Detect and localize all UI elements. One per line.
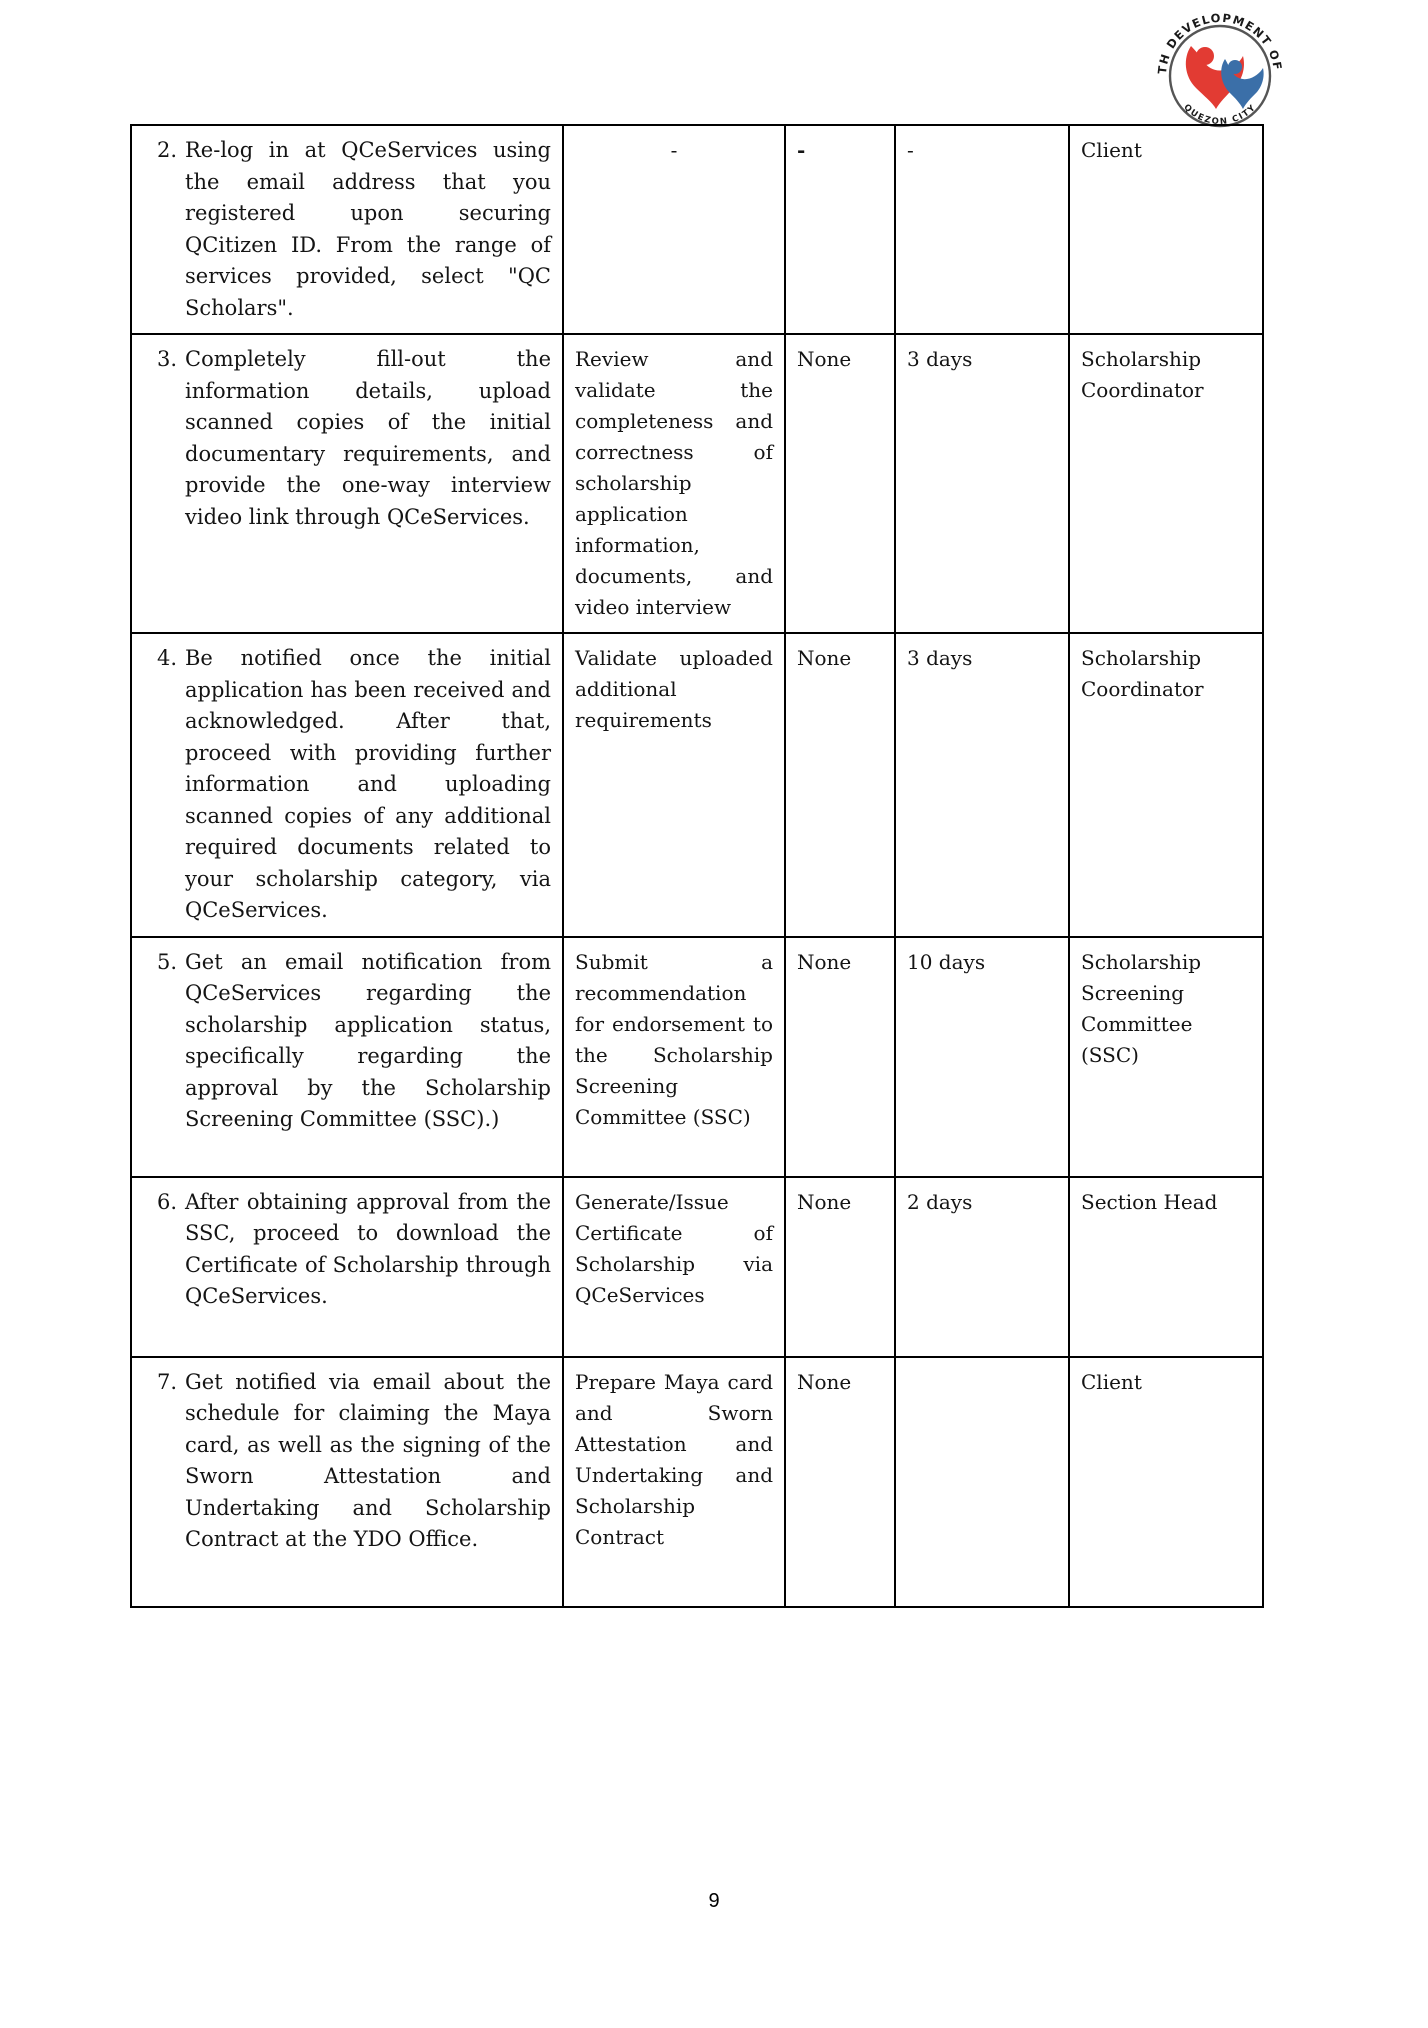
cell-fees: None: [784, 632, 896, 938]
step-number: 3.: [157, 347, 178, 371]
cell-processing-time: -: [894, 124, 1070, 335]
cell-person-responsible: Scholarship Coordinator: [1068, 632, 1264, 938]
processing-time-value: 3 days: [907, 347, 973, 371]
person-responsible-value: Section Head: [1081, 1189, 1218, 1214]
fees-value: None: [797, 646, 852, 670]
step-text: After obtaining approval from the SSC, p…: [185, 1189, 551, 1309]
cell-fees: None: [784, 1175, 896, 1358]
cell-fees: None: [784, 935, 896, 1178]
cell-person-responsible: Client: [1068, 1355, 1264, 1608]
cell-processing-time: 2 days: [894, 1175, 1070, 1358]
cell-client-step: 6. After obtaining approval from the SSC…: [130, 1175, 564, 1358]
fees-value: -: [797, 138, 806, 162]
cell-agency-action: Generate/Issue Certificate of Scholarshi…: [562, 1175, 786, 1358]
agency-action-text: Validate uploaded additional requirement…: [575, 646, 773, 732]
step-text: Completely fill-out the information deta…: [185, 347, 551, 529]
cell-agency-action: Review and validate the completeness and…: [562, 333, 786, 634]
step-text: Get an email notification from QCeServic…: [185, 949, 551, 1132]
cell-agency-action: Prepare Maya card and Sworn Attestation …: [562, 1355, 786, 1608]
cell-client-step: 7. Get notified via email about the sche…: [130, 1355, 564, 1608]
fees-value: None: [797, 1369, 852, 1394]
agency-action-text: Review and validate the completeness and…: [575, 347, 773, 619]
page-number: 9: [708, 1890, 720, 1912]
fees-value: None: [797, 949, 852, 974]
fees-value: None: [797, 347, 852, 371]
ydo-logo: YOUTH DEVELOPMENT OFFICE QUEZON CITY: [1150, 6, 1290, 146]
table-row: 2. Re-log in at QCeServices using the em…: [130, 124, 1264, 335]
agency-action-text: Generate/Issue Certificate of Scholarshi…: [575, 1189, 773, 1307]
step-text: Be notified once the initial application…: [185, 646, 551, 922]
table-row: 7. Get notified via email about the sche…: [130, 1355, 1264, 1608]
cell-processing-time: 10 days: [894, 935, 1070, 1178]
table-row: 6. After obtaining approval from the SSC…: [130, 1175, 1264, 1358]
step-text: Get notified via email about the schedul…: [185, 1369, 551, 1552]
agency-action-dash: -: [670, 138, 678, 162]
agency-action-text: Submit a recommendation for endorsement …: [575, 949, 773, 1129]
cell-person-responsible: Section Head: [1068, 1175, 1264, 1358]
processing-time-value: 3 days: [907, 646, 973, 670]
processing-time-value: 2 days: [907, 1189, 973, 1214]
step-number: 2.: [157, 138, 178, 162]
person-responsible-value: Scholarship Screening Committee (SSC): [1081, 949, 1202, 1067]
citizens-charter-table: 2. Re-log in at QCeServices using the em…: [130, 124, 1264, 1608]
cell-person-responsible: Client: [1068, 124, 1264, 335]
table-row: 5. Get an email notification from QCeSer…: [130, 935, 1264, 1178]
cell-fees: -: [784, 124, 896, 335]
cell-fees: None: [784, 333, 896, 634]
step-number: 6.: [157, 1189, 178, 1214]
cell-person-responsible: Scholarship Screening Committee (SSC): [1068, 935, 1264, 1178]
table-row: 4. Be notified once the initial applicat…: [130, 632, 1264, 938]
step-number: 4.: [157, 646, 178, 670]
processing-time-value: 10 days: [907, 949, 986, 974]
fees-value: None: [797, 1189, 852, 1214]
cell-client-step: 5. Get an email notification from QCeSer…: [130, 935, 564, 1178]
cell-agency-action: Submit a recommendation for endorsement …: [562, 935, 786, 1178]
processing-time-value: -: [907, 138, 914, 162]
step-number: 7.: [157, 1369, 178, 1394]
step-number: 5.: [157, 949, 178, 974]
cell-client-step: 4. Be notified once the initial applicat…: [130, 632, 564, 938]
step-text: Re-log in at QCeServices using the email…: [185, 138, 551, 320]
cell-processing-time: [894, 1355, 1070, 1608]
person-responsible-value: Scholarship Coordinator: [1081, 646, 1204, 701]
cell-agency-action: -: [562, 124, 786, 335]
person-responsible-value: Client: [1081, 138, 1142, 162]
cell-agency-action: Validate uploaded additional requirement…: [562, 632, 786, 938]
cell-client-step: 2. Re-log in at QCeServices using the em…: [130, 124, 564, 335]
cell-fees: None: [784, 1355, 896, 1608]
cell-processing-time: 3 days: [894, 632, 1070, 938]
table-row: 3. Completely fill-out the information d…: [130, 333, 1264, 634]
person-responsible-value: Scholarship Coordinator: [1081, 347, 1204, 402]
cell-processing-time: 3 days: [894, 333, 1070, 634]
cell-client-step: 3. Completely fill-out the information d…: [130, 333, 564, 634]
cell-person-responsible: Scholarship Coordinator: [1068, 333, 1264, 634]
agency-action-text: Prepare Maya card and Sworn Attestation …: [575, 1369, 773, 1549]
person-responsible-value: Client: [1081, 1369, 1142, 1394]
